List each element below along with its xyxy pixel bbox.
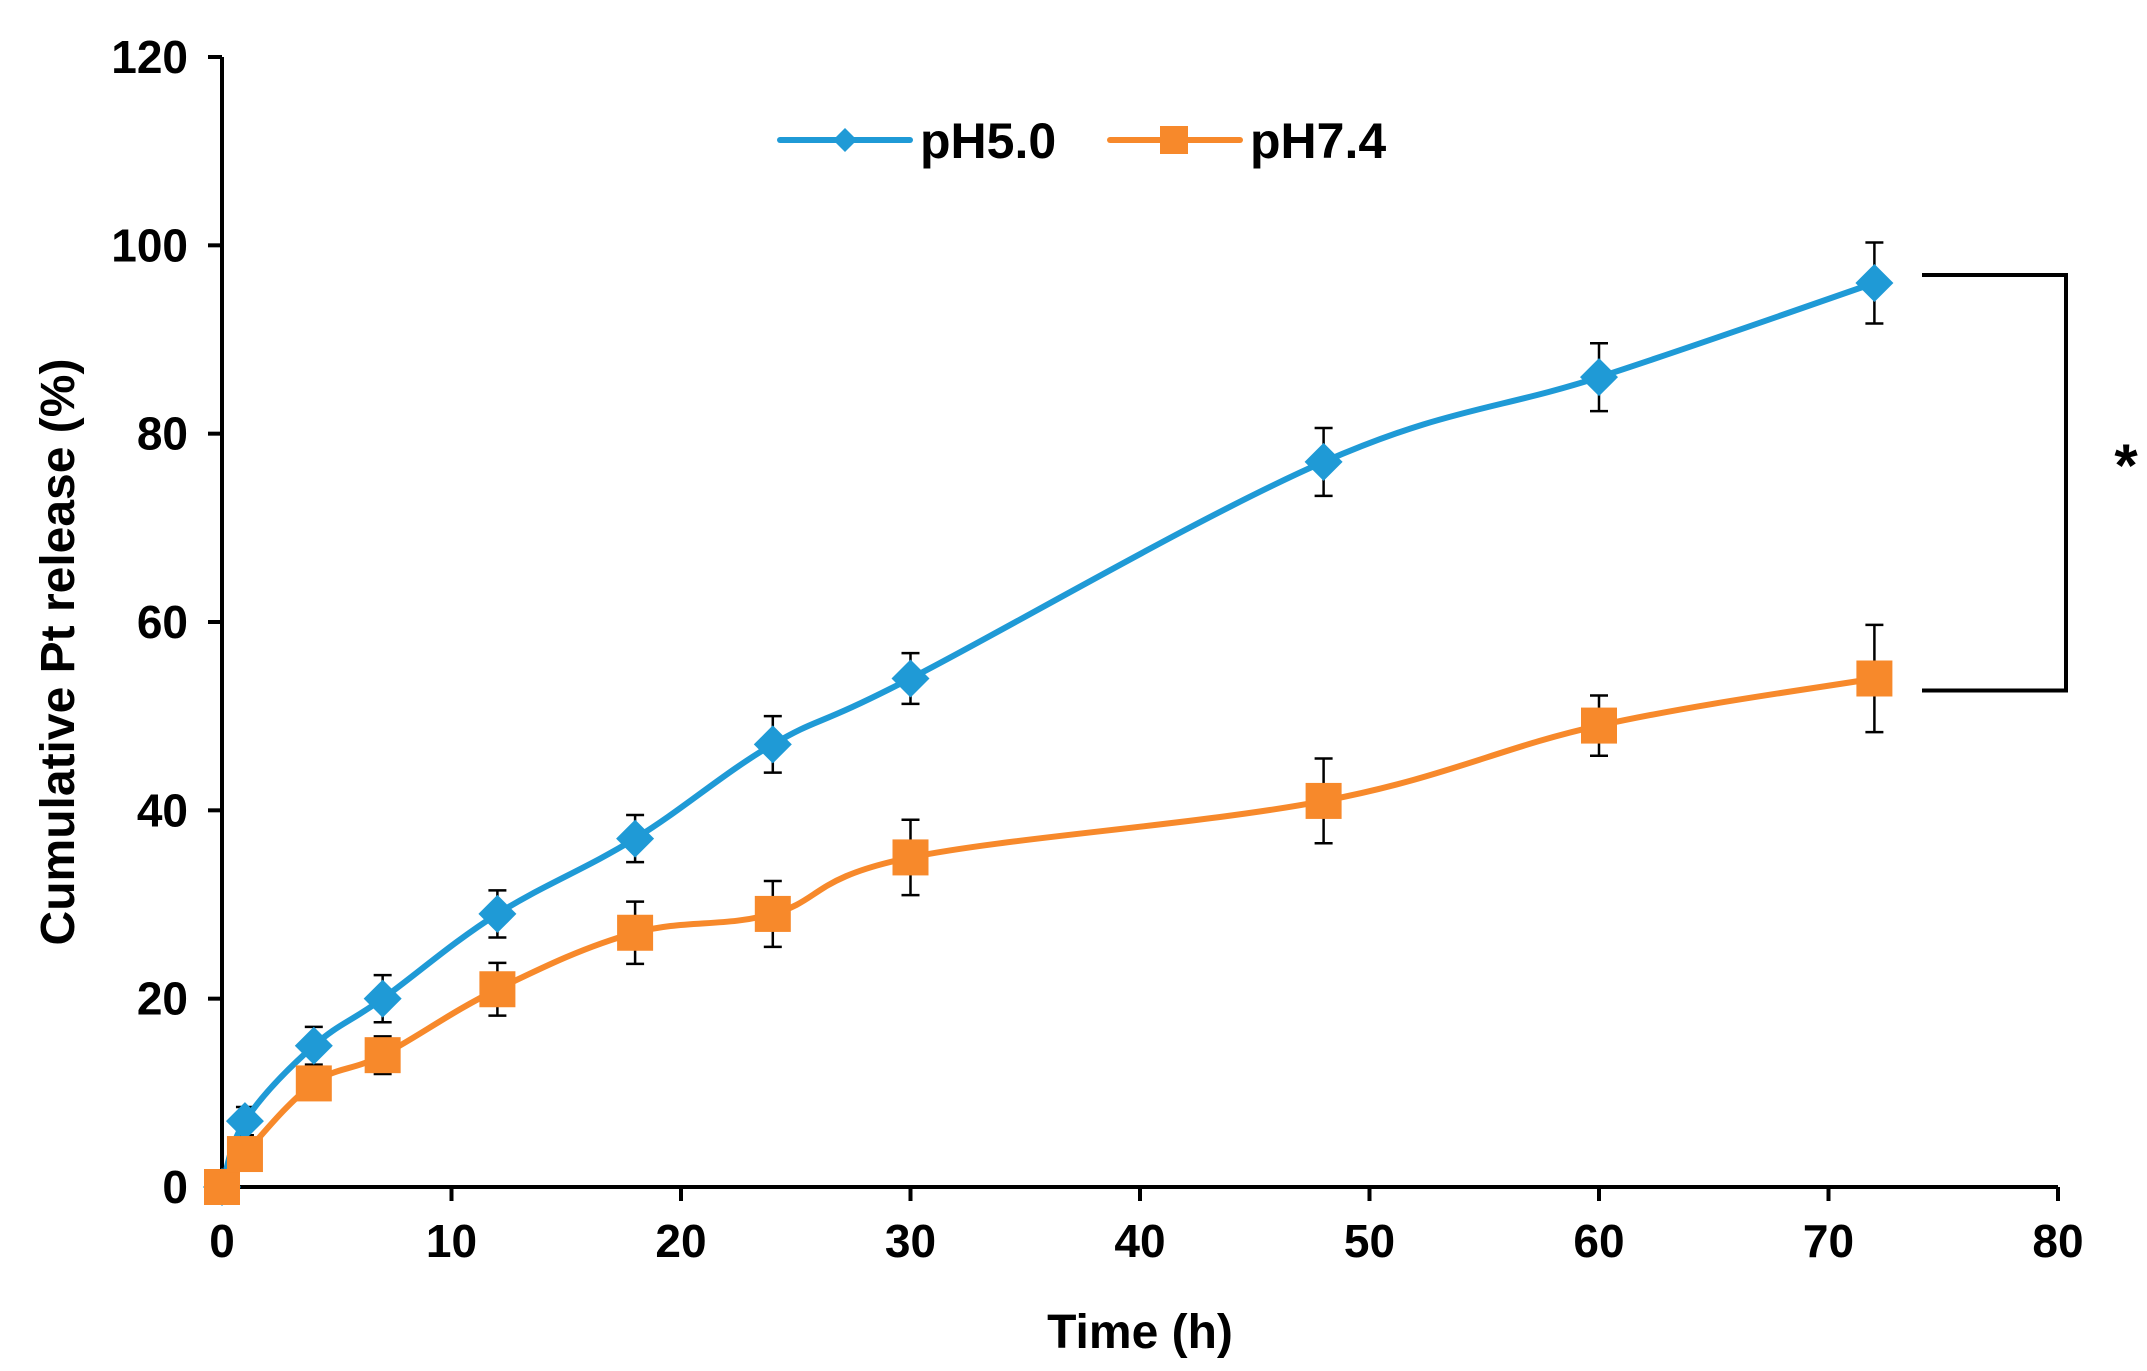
y-tick-label: 80 [137,408,188,460]
data-point [1855,264,1894,302]
data-point [1581,707,1617,744]
y-tick-label: 20 [137,973,188,1025]
legend-label-ph50: pH5.0 [920,113,1056,169]
data-point [364,1037,401,1074]
data-point [617,914,654,951]
x-tick-label: 0 [209,1215,235,1267]
series-ph50 [203,241,1894,1206]
data-point [892,839,929,876]
y-tick-label: 60 [137,596,188,648]
x-axis-ticks: 0 10 20 30 40 50 60 70 80 [209,1187,2084,1267]
x-tick-label: 10 [426,1215,477,1267]
y-tick-label: 120 [111,31,188,83]
legend: pH5.0 pH7.4 [777,113,1386,169]
x-tick-label: 60 [1573,1215,1624,1267]
y-tick-label: 100 [111,219,188,271]
data-point [1580,358,1618,397]
y-tick-label: 40 [137,784,188,836]
x-tick-label: 70 [1803,1215,1854,1267]
x-axis-title: Time (h) [1047,1306,1233,1359]
significance-bracket [1922,273,2068,693]
y-axis-ticks: 0 20 40 60 80 100 120 [111,31,222,1213]
data-point [204,1169,240,1205]
data-point [295,1065,332,1102]
series-layer [203,241,1894,1206]
data-point [616,819,655,858]
data-point [225,1102,264,1141]
significance-label: * [2114,432,2138,499]
data-point [1304,442,1343,481]
legend-label-ph74: pH7.4 [1250,113,1386,169]
data-point [891,659,930,698]
legend-marker-ph74 [1160,126,1188,154]
y-tick-label: 0 [162,1161,188,1213]
data-point [363,979,402,1018]
data-point [226,1136,263,1173]
series-ph74 [204,623,1893,1205]
data-point [1305,782,1342,819]
y-axis-title: Cumulative Pt release (%) [32,359,85,946]
series-line [219,280,1878,1190]
x-tick-label: 50 [1344,1215,1395,1267]
x-tick-label: 20 [655,1215,706,1267]
data-point [479,971,516,1008]
data-point [1856,660,1893,697]
data-point [754,895,791,932]
x-tick-label: 80 [2032,1215,2083,1267]
legend-marker-ph50 [833,128,857,152]
data-point [478,894,517,933]
x-tick-label: 30 [885,1215,936,1267]
data-point [294,1026,333,1065]
data-point [753,725,792,764]
x-tick-label: 40 [1114,1215,1165,1267]
